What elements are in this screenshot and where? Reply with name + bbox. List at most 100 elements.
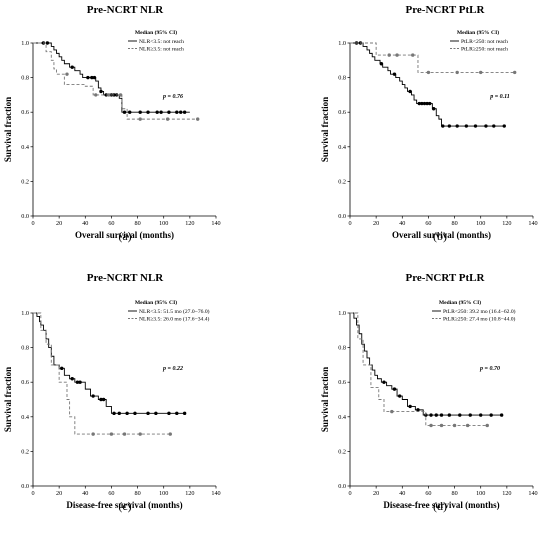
censor-mark [416,408,420,412]
censor-mark [146,411,150,416]
y-tick-label: 1.0 [21,310,29,317]
y-axis-label: Survival fraction [320,367,330,432]
x-tick-label: 0 [348,490,351,497]
x-axis-label: Disease-free survival (months) [66,500,182,510]
legend-entry: PtLR<250: not reach [461,39,508,45]
y-tick-label: 0.4 [21,414,29,421]
censor-mark [70,65,74,69]
legend-entry: NLR≥3.5: not reach [139,47,184,53]
legend-entry: NLR<3.5: not reach [139,39,184,45]
y-tick-label: 0.2 [338,448,346,455]
censor-mark [138,117,142,121]
x-tick-label: 40 [399,490,405,497]
censor-mark [502,124,506,128]
censor-mark [90,75,94,80]
censor-mark [447,124,452,128]
censor-mark [122,432,127,436]
p-value: p = 0.76 [162,94,183,100]
panel-label: (a) [118,229,131,243]
legend: Median (95% CI) PtLR<250: 39.2 mo (16.4−6… [432,299,516,323]
x-tick-label: 20 [373,220,379,227]
x-tick-label: 80 [451,220,457,227]
y-axis-label: Survival fraction [3,367,13,432]
y-axis-label: Survival fraction [320,97,330,162]
series-line-2 [33,312,171,435]
series-line-1 [33,42,190,113]
chart-panel-2: Pre-NCRT PtLR 0 20 40 60 80 100 120 140 0.0 0.2 0.4… [320,4,538,243]
x-tick-label: 0 [348,220,351,227]
censor-mark [390,409,394,414]
censor-mark [458,413,462,417]
y-axis-label: Survival fraction [3,97,13,162]
censor-mark [464,124,469,128]
censor-mark [484,124,488,128]
panel-label: (d) [433,499,447,513]
censor-mark [420,101,424,106]
series-line-2 [33,42,198,120]
x-tick-label: 80 [451,490,457,497]
x-tick-label: 40 [399,220,405,227]
censor-mark [426,70,431,75]
x-tick-label: 80 [134,490,140,497]
panel-label: (b) [433,229,447,243]
x-tick-label: 60 [108,490,114,497]
y-tick-label: 0.6 [338,109,346,116]
legend: Median (95% CI) PtLR<250: not reach PtLR≥2… [450,29,508,53]
legend-entry: NLR<3.5: 51.5 mo (27.0−76.0) [139,308,210,315]
legend-entry: NLR≥3.5: 26.0 mo (17.6−34.4) [139,316,210,323]
censor-mark [155,110,159,114]
censor-mark [387,53,391,57]
censor-mark [417,101,421,106]
x-tick-label: 40 [82,490,88,497]
x-tick-label: 140 [211,490,220,497]
censor-mark [117,411,121,416]
x-tick-label: 20 [56,490,62,497]
series-line-1 [350,312,502,416]
x-tick-label: 120 [502,490,511,497]
censor-mark [429,423,433,428]
legend-title: Median (95% CI) [135,29,177,36]
x-tick-label: 0 [31,490,34,497]
censor-mark [429,413,433,417]
y-tick-label: 0.2 [338,178,346,185]
x-tick-label: 40 [82,220,88,227]
censor-mark [60,366,64,371]
censor-mark [455,124,459,128]
censor-mark [382,380,386,384]
censor-mark [159,110,163,114]
censor-mark [182,110,187,114]
censor-mark [167,411,171,416]
legend: Median (95% CI) NLR<3.5: not reach NLR≥3.5… [128,29,184,53]
y-tick-label: 0.6 [338,379,346,386]
censor-mark [175,110,179,114]
x-tick-label: 60 [108,220,114,227]
chart-panel-4: Pre-NCRT PtLR 0 20 40 60 80 100 120 140 0.0 0.2 0.4… [320,272,538,513]
censor-mark [447,413,452,417]
censor-mark [439,413,444,417]
censor-mark [101,397,106,402]
legend-title: Median (95% CI) [135,299,177,306]
y-tick-label: 0.0 [338,483,346,490]
censor-mark [154,411,158,416]
series-line-1 [33,312,185,414]
chart-title: Pre-NCRT NLR [87,4,165,16]
censor-mark [395,53,399,57]
y-tick-label: 0.4 [21,144,29,151]
y-tick-label: 0.8 [338,75,346,82]
legend-title: Median (95% CI) [457,29,499,36]
censor-mark [133,411,137,416]
censor-mark [92,75,97,80]
x-tick-label: 100 [159,220,168,227]
series-line-2 [350,42,515,73]
series-line-2 [350,312,488,426]
legend-entry: PtLR≥250: 27.4 mo (10.8−44.0) [443,316,516,323]
censor-mark [431,107,436,111]
x-tick-label: 60 [425,220,431,227]
censor-mark [492,124,496,128]
p-value: p = 0.70 [479,366,500,372]
x-tick-label: 80 [134,220,140,227]
y-tick-label: 0.0 [21,483,29,490]
x-tick-label: 100 [476,490,485,497]
y-tick-label: 1.0 [338,40,346,47]
censor-mark [196,117,200,121]
